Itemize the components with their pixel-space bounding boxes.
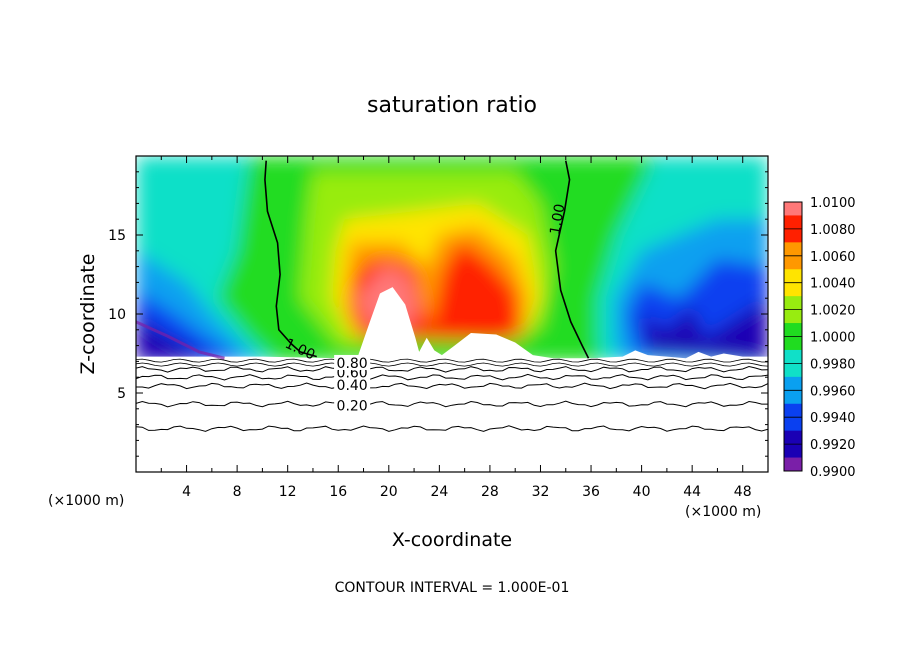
colorbar-swatch — [784, 269, 802, 284]
x-tick-label: 32 — [532, 484, 550, 500]
colorbar-swatch — [784, 215, 802, 230]
colorbar-swatch — [784, 202, 802, 216]
unity-contour — [264, 160, 317, 358]
level-line — [136, 425, 768, 432]
level-line — [136, 400, 768, 408]
colorbar-swatch — [784, 282, 802, 297]
field-band-navy-right — [641, 298, 768, 362]
colorbar-swatch — [784, 417, 802, 432]
x-tick-label: 12 — [279, 484, 297, 500]
colorbar-swatch — [784, 349, 802, 364]
unity-contours — [264, 160, 590, 359]
x-tick-label: 36 — [582, 484, 600, 500]
colorbar-swatch — [784, 336, 802, 351]
x-tick-label: 44 — [683, 484, 701, 500]
level-line — [136, 382, 768, 390]
y-tick-label: 10 — [108, 307, 126, 323]
level-line — [136, 365, 768, 373]
colorbar-swatch — [784, 228, 802, 243]
colorbar-swatch — [784, 309, 802, 324]
chart-title: saturation ratio — [367, 93, 537, 118]
colorbar-swatch — [784, 363, 802, 378]
colorbar-label: 0.9940 — [810, 411, 856, 426]
colorbar-label: 1.0080 — [810, 223, 856, 238]
colorbar-swatch — [784, 403, 802, 418]
level-lines — [136, 358, 768, 432]
colorbar-swatch — [784, 296, 802, 311]
y-tick-label: 15 — [108, 228, 126, 244]
colorbar-swatch — [784, 390, 802, 405]
x-tick-label: 24 — [430, 484, 448, 500]
x-tick-label: 20 — [380, 484, 398, 500]
y-axis-ticks: 5 10 15 — [108, 171, 768, 457]
x-unit-right: (×1000 m) — [685, 504, 761, 520]
contour-label: 0.20 — [337, 399, 368, 415]
level-line — [136, 373, 768, 381]
unity-contour — [554, 160, 590, 359]
x-tick-label: 16 — [329, 484, 347, 500]
y-tick-label: 5 — [117, 386, 126, 402]
colorbar-label: 1.0060 — [810, 250, 856, 265]
colorbar-label: 0.9900 — [810, 465, 856, 480]
plot-area — [136, 156, 768, 472]
colorbar-label: 1.0100 — [810, 196, 856, 211]
contour-label: 1.00 — [547, 203, 568, 236]
colorbar-swatch — [784, 323, 802, 337]
colorbar-label: 0.9960 — [810, 384, 856, 399]
contour-interval-note: CONTOUR INTERVAL = 1.000E-01 — [335, 580, 570, 596]
colorbar-swatch — [784, 430, 802, 445]
colorbar-label: 1.0020 — [810, 304, 856, 319]
colorbar-label: 1.0000 — [810, 331, 856, 346]
contour-label: 0.80 — [337, 356, 368, 372]
x-tick-label: 40 — [633, 484, 651, 500]
saturation-field — [136, 156, 768, 362]
colorbar-swatch — [784, 376, 802, 391]
x-axis-ticks: 4 8 12 16 20 24 28 32 36 40 44 48 — [160, 156, 752, 500]
x-axis-label: X-coordinate — [392, 529, 512, 551]
colorbar-swatch — [784, 255, 802, 270]
colorbar-label: 0.9980 — [810, 357, 856, 372]
colorbar-label: 0.9920 — [810, 438, 856, 453]
field-band-navy-left — [136, 314, 212, 362]
terrain-mask — [136, 287, 768, 472]
x-tick-label: 8 — [233, 484, 242, 500]
x-tick-label: 48 — [734, 484, 752, 500]
colorbar-swatch — [784, 444, 802, 459]
x-unit-left: (×1000 m) — [48, 493, 124, 509]
contour-label: 0.40 — [337, 378, 368, 394]
x-tick-label: 28 — [481, 484, 499, 500]
colorbar: 0.9900 0.9920 0.9940 0.9960 0.9980 1.0000 1.00… — [783, 196, 856, 480]
colorbar-swatch — [784, 457, 802, 472]
colorbar-swatch — [784, 242, 802, 257]
contour-labels: 1.001.000.200.400.600.80 — [282, 203, 568, 415]
colorbar-label: 1.0040 — [810, 277, 856, 292]
y-axis-label: Z-coordinate — [77, 254, 99, 375]
x-tick-label: 4 — [182, 484, 191, 500]
